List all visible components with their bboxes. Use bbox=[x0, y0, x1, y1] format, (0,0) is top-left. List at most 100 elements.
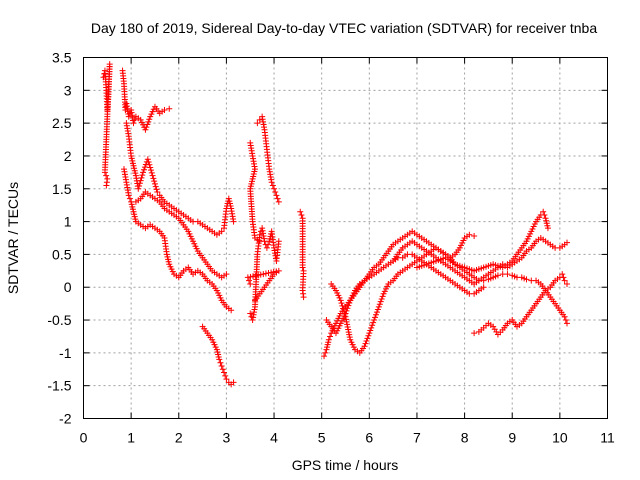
x-tick-label: 3 bbox=[223, 430, 231, 446]
data-point bbox=[363, 338, 370, 345]
data-point bbox=[275, 198, 282, 205]
data-point bbox=[300, 294, 307, 301]
data-point bbox=[147, 167, 154, 174]
grid-lines bbox=[83, 57, 608, 419]
x-tick-label: 7 bbox=[413, 430, 421, 446]
data-point bbox=[148, 169, 155, 176]
data-point bbox=[125, 113, 132, 120]
data-point bbox=[161, 107, 168, 114]
data-point bbox=[540, 208, 547, 215]
data-point bbox=[559, 271, 566, 278]
data-point bbox=[560, 274, 567, 281]
data-point bbox=[153, 186, 160, 193]
data-point bbox=[370, 319, 377, 326]
y-axis-label: SDTVAR / TECUs bbox=[5, 182, 21, 294]
y-tick-label: 1 bbox=[64, 214, 72, 230]
data-point bbox=[145, 158, 152, 165]
data-point bbox=[372, 314, 379, 321]
data-point bbox=[274, 195, 281, 202]
data-point bbox=[471, 330, 478, 337]
data-point bbox=[230, 218, 237, 225]
data-point bbox=[376, 301, 383, 308]
data-point bbox=[297, 208, 304, 215]
data-point bbox=[362, 340, 369, 347]
data-point bbox=[523, 276, 530, 283]
data-point bbox=[466, 231, 473, 238]
data-point bbox=[378, 296, 385, 303]
data-point bbox=[337, 297, 344, 304]
data-point bbox=[265, 241, 272, 248]
data-point bbox=[564, 280, 571, 287]
x-tick-label: 0 bbox=[80, 430, 88, 446]
data-point bbox=[343, 318, 350, 325]
data-point bbox=[344, 321, 351, 328]
data-point bbox=[254, 120, 261, 127]
data-point bbox=[250, 273, 257, 280]
y-tick-label: -0.5 bbox=[47, 312, 71, 328]
data-point bbox=[271, 185, 278, 192]
data-point bbox=[222, 372, 229, 379]
data-point bbox=[345, 302, 352, 309]
data-point bbox=[135, 185, 142, 192]
data-point bbox=[166, 105, 173, 112]
axis-ticks bbox=[83, 57, 608, 419]
x-tick-label: 6 bbox=[365, 430, 373, 446]
data-point bbox=[299, 264, 306, 271]
data-point bbox=[247, 310, 254, 317]
data-point bbox=[268, 179, 275, 186]
data-point bbox=[273, 268, 280, 275]
x-tick-label: 10 bbox=[552, 430, 568, 446]
y-tick-label: 0 bbox=[64, 279, 72, 295]
data-point bbox=[273, 192, 280, 199]
data-point bbox=[561, 313, 568, 320]
data-point bbox=[364, 335, 371, 342]
data-point bbox=[338, 300, 345, 307]
y-tick-label: 3 bbox=[64, 82, 72, 98]
data-point bbox=[322, 349, 329, 356]
y-tick-labels: 3.5 3 2.5 2 1.5 1 0.5 0 -0.5 -1 -1.5 -2 bbox=[47, 50, 71, 427]
data-point bbox=[544, 225, 551, 232]
data-point bbox=[298, 212, 305, 219]
y-tick-label: 3.5 bbox=[52, 50, 72, 66]
data-point bbox=[246, 277, 253, 284]
data-point bbox=[480, 284, 487, 291]
data-point bbox=[144, 121, 151, 128]
data-point bbox=[377, 298, 384, 305]
data-point bbox=[126, 195, 133, 202]
data-point bbox=[140, 169, 147, 176]
data-point bbox=[142, 126, 149, 133]
data-point bbox=[374, 306, 381, 313]
data-point bbox=[564, 320, 571, 327]
data-point bbox=[263, 244, 270, 251]
data-point bbox=[151, 178, 158, 185]
data-point bbox=[371, 317, 378, 324]
data-point bbox=[130, 120, 137, 127]
data-point bbox=[562, 317, 569, 324]
data-point bbox=[131, 116, 138, 123]
data-point bbox=[345, 329, 352, 336]
data-point bbox=[141, 164, 148, 171]
data-point bbox=[150, 175, 157, 182]
data-point bbox=[103, 172, 110, 179]
data-point bbox=[268, 269, 275, 276]
data-point bbox=[230, 379, 237, 386]
data-point bbox=[151, 180, 158, 187]
plot-frame bbox=[83, 57, 608, 419]
data-point bbox=[136, 183, 143, 190]
data-point bbox=[494, 272, 501, 279]
data-point bbox=[379, 293, 386, 300]
x-tick-label: 1 bbox=[127, 430, 135, 446]
data-point bbox=[257, 271, 264, 278]
data-point bbox=[346, 334, 353, 341]
data-point bbox=[255, 272, 262, 279]
data-point bbox=[275, 238, 282, 245]
data-point bbox=[138, 174, 145, 181]
data-point bbox=[228, 307, 235, 314]
data-point bbox=[146, 161, 153, 168]
data-point bbox=[373, 309, 380, 316]
data-point bbox=[346, 331, 353, 338]
data-point bbox=[345, 326, 352, 333]
data-point bbox=[561, 277, 568, 284]
x-tick-label: 8 bbox=[461, 430, 469, 446]
